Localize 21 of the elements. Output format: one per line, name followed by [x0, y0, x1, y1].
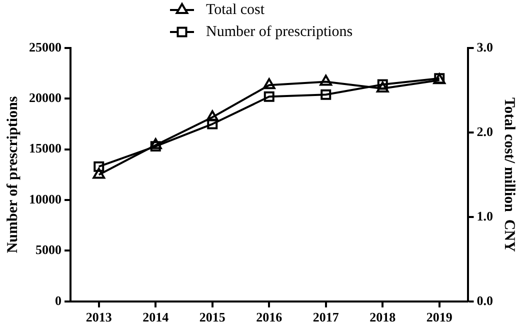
y-tick-label: 15000: [29, 140, 62, 156]
y-tick-label: 5000: [36, 242, 62, 258]
y-tick-label: 25000: [29, 39, 62, 54]
y-axis-title: Number of prescriptions: [4, 96, 21, 254]
y2-tick-label: 1.0: [476, 208, 493, 224]
legend-label: Number of prescriptions: [206, 24, 353, 40]
x-tick-label: 2014: [142, 310, 170, 325]
y-tick-label: 0: [55, 292, 62, 308]
x-tick-label: 2013: [86, 310, 112, 325]
y2-axis-title: Total cost/ million CNY: [501, 97, 518, 252]
x-tick-label: 2015: [199, 310, 226, 325]
y2-tick-label: 0.0: [476, 292, 493, 308]
y2-tick-label: 2.0: [476, 124, 493, 139]
x-tick-label: 2019: [426, 310, 453, 325]
x-tick-label: 2018: [370, 310, 396, 325]
y-tick-label: 20000: [29, 90, 62, 106]
legend-label: Total cost: [206, 2, 266, 18]
x-tick-label: 2016: [256, 310, 283, 325]
x-tick-label: 2017: [312, 310, 340, 325]
y2-tick-label: 3.0: [476, 39, 493, 54]
y-tick-label: 10000: [29, 191, 62, 206]
